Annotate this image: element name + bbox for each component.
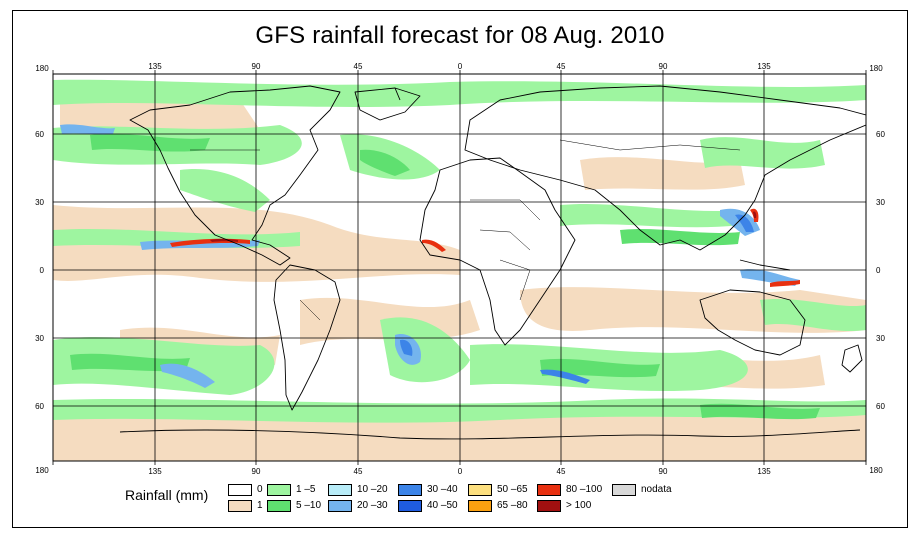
legend-label: nodata [641, 484, 672, 495]
lon-label: 90 [659, 62, 668, 71]
lon-label: 90 [659, 467, 668, 476]
lon-label: 0 [458, 467, 463, 476]
rain-30-50mm-regions [400, 214, 754, 384]
graticule [53, 74, 866, 461]
rain-5-10mm-regions [70, 133, 820, 420]
lat-label: 60 [35, 130, 44, 139]
legend-swatch [398, 484, 422, 496]
coastlines [119, 85, 866, 440]
map-title: GFS rainfall forecast for 08 Aug. 2010 [255, 22, 665, 49]
lat-label: 60 [876, 402, 885, 411]
legend-label: 65 –80 [497, 500, 528, 511]
legend-label: 40 –50 [427, 500, 458, 511]
lon-label: 45 [557, 467, 566, 476]
map-border [52, 73, 867, 462]
lon-label: 180 [869, 466, 883, 475]
lon-label: 135 [148, 467, 162, 476]
lon-label: 180 [35, 466, 49, 475]
legend-label: 0 [257, 484, 263, 495]
legend-label: 30 –40 [427, 484, 458, 495]
lat-label: 30 [876, 334, 885, 343]
legend-label: 5 –10 [296, 500, 322, 511]
legend-swatch [328, 500, 352, 512]
legend-swatch [537, 500, 561, 512]
legend-swatch [537, 484, 561, 496]
lon-label: 135 [148, 62, 162, 71]
legend-swatch [267, 500, 291, 512]
legend-label: 1 –5 [296, 484, 316, 495]
legend-swatch [398, 500, 422, 512]
lon-label: 135 [757, 467, 771, 476]
lat-label: 30 [876, 198, 885, 207]
lon-label: 90 [252, 62, 261, 71]
lat-labels-right: 60 30 0 30 60 [876, 130, 885, 411]
lon-label: 0 [458, 62, 463, 71]
lat-label: 0 [876, 266, 881, 275]
legend-swatch [468, 500, 492, 512]
legend-swatch [612, 484, 636, 496]
legend-label: 50 –65 [497, 484, 528, 495]
lat-label: 0 [40, 266, 45, 275]
legend-swatch [328, 484, 352, 496]
legend-swatch [228, 484, 252, 496]
legend-label: 80 –100 [566, 484, 603, 495]
lat-label: 30 [35, 334, 44, 343]
lat-label: 30 [35, 198, 44, 207]
lon-label: 180 [869, 64, 883, 73]
lon-labels-bottom: 180 135 90 45 0 45 90 135 180 [35, 466, 883, 476]
legend-title: Rainfall (mm) [125, 487, 209, 503]
lat-label: 60 [876, 130, 885, 139]
legend-swatch [267, 484, 291, 496]
legend-label: 10 –20 [357, 484, 388, 495]
lon-label: 45 [557, 62, 566, 71]
figure-frame [12, 10, 908, 528]
legend-swatch [468, 484, 492, 496]
lon-label: 45 [354, 467, 363, 476]
legend-swatch [228, 500, 252, 512]
lat-label: 60 [35, 402, 44, 411]
lat-labels-left: 60 30 0 30 60 [35, 130, 44, 411]
lon-label: 135 [757, 62, 771, 71]
legend-label: 20 –30 [357, 500, 388, 511]
lon-label: 90 [252, 467, 261, 476]
country-borders [190, 139, 741, 321]
legend-label: > 100 [566, 500, 592, 511]
legend-label: 1 [257, 500, 263, 511]
lon-label: 180 [35, 64, 49, 73]
rain-10-30mm-regions [60, 124, 800, 388]
lon-labels-top: 180 135 90 45 0 45 90 135 180 [35, 62, 883, 73]
lon-label: 45 [354, 62, 363, 71]
tick-marks [52, 70, 867, 465]
